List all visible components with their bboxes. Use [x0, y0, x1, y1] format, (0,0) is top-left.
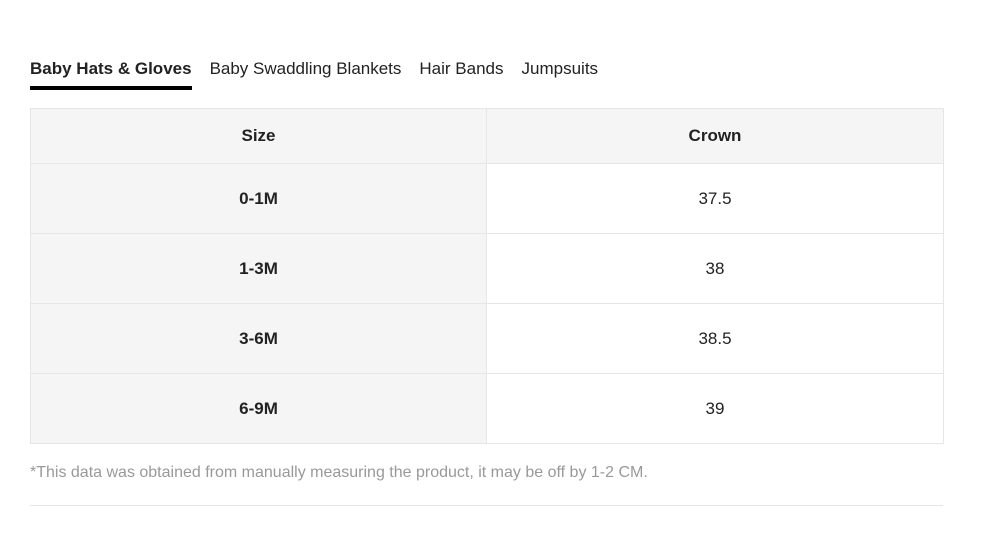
size-cell: 6-9M	[30, 373, 487, 444]
crown-column-header: Crown	[486, 108, 944, 164]
table-header-row: Size Crown	[30, 108, 944, 164]
measurement-disclaimer: *This data was obtained from manually me…	[30, 464, 648, 481]
crown-cell: 38	[486, 233, 944, 304]
size-column-header: Size	[30, 108, 487, 164]
tab-baby-swaddling-blankets[interactable]: Baby Swaddling Blankets	[209, 59, 402, 78]
table-row: 3-6M 38.5	[30, 303, 944, 374]
bottom-divider	[30, 505, 943, 506]
table-row: 6-9M 39	[30, 373, 944, 444]
size-cell: 0-1M	[30, 163, 487, 234]
crown-cell: 39	[486, 373, 944, 444]
table-row: 0-1M 37.5	[30, 163, 944, 234]
size-chart-table: Size Crown 0-1M 37.5 1-3M 38 3-6M 38.5 6…	[30, 108, 944, 444]
category-tabs: Baby Hats & Gloves Baby Swaddling Blanke…	[30, 58, 616, 91]
tab-jumpsuits[interactable]: Jumpsuits	[521, 59, 599, 78]
table-row: 1-3M 38	[30, 233, 944, 304]
crown-cell: 37.5	[486, 163, 944, 234]
crown-cell: 38.5	[486, 303, 944, 374]
tab-baby-hats-gloves[interactable]: Baby Hats & Gloves	[30, 58, 192, 91]
size-cell: 3-6M	[30, 303, 487, 374]
tab-hair-bands[interactable]: Hair Bands	[419, 59, 504, 78]
size-cell: 1-3M	[30, 233, 487, 304]
